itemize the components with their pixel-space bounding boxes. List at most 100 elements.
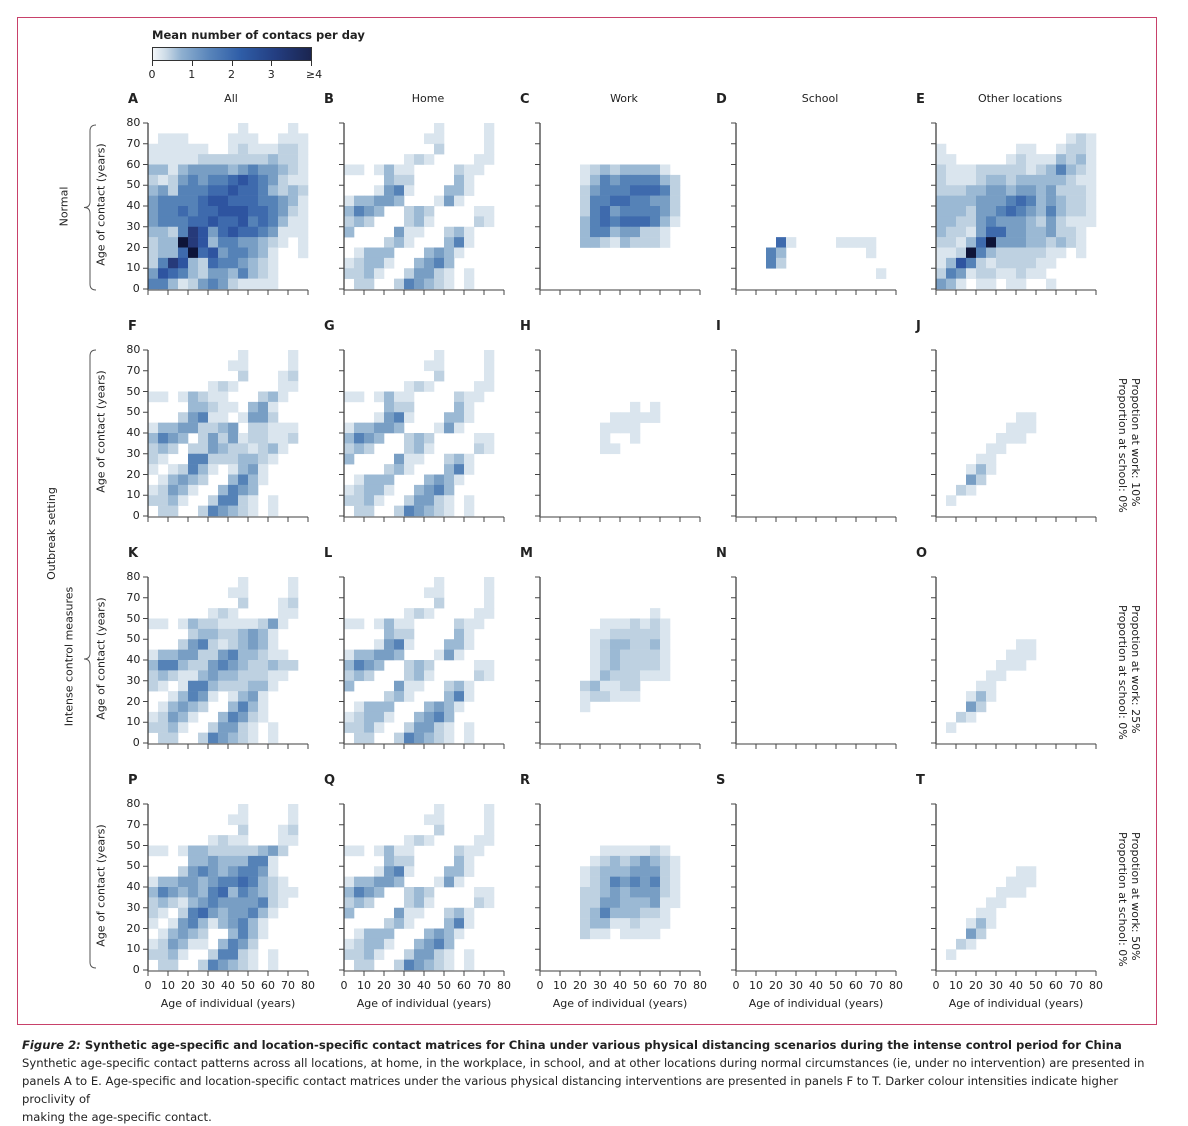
heatmap-cell <box>208 959 219 971</box>
heatmap-cell <box>374 887 385 898</box>
heatmap-cell <box>600 897 611 909</box>
heatmap-cell <box>248 959 259 971</box>
heatmap-cell <box>590 237 601 248</box>
heatmap-cell <box>168 164 179 176</box>
heatmap-cell <box>404 949 415 960</box>
heatmap-cell <box>660 855 671 867</box>
heatmap-cell <box>268 443 279 455</box>
heatmap-cell <box>1076 154 1087 165</box>
column-title: Work <box>610 92 638 105</box>
colorbar-tick-label: 1 <box>188 68 196 81</box>
heatmap-cell <box>268 174 279 186</box>
heatmap-cell <box>434 143 445 155</box>
heatmap-cell <box>148 907 159 919</box>
heatmap-cell <box>580 164 591 176</box>
heatmap-cell <box>600 876 611 888</box>
heatmap-cell <box>268 907 279 919</box>
heatmap-cell <box>394 195 405 207</box>
heatmap-cell <box>640 226 651 238</box>
heatmap-cell <box>846 237 857 248</box>
heatmap-cell <box>238 370 249 382</box>
heatmap-cell <box>434 505 445 517</box>
heatmap-cell <box>660 897 671 909</box>
heatmap-cell <box>158 164 169 176</box>
heatmap-cell <box>198 412 209 423</box>
heatmap-cell <box>946 164 957 176</box>
panel-letter: P <box>128 773 138 788</box>
heatmap-cell <box>600 237 611 248</box>
x-tick-label: 50 <box>437 979 451 992</box>
heatmap-cell <box>218 154 229 165</box>
heatmap-cell <box>384 876 395 888</box>
heatmap-cell <box>590 628 601 640</box>
heatmap-cell <box>148 206 159 217</box>
heatmap-cell <box>1016 268 1027 279</box>
heatmap-cell <box>298 216 309 228</box>
panel-letter: K <box>128 546 139 561</box>
heatmap-cell <box>158 433 169 444</box>
heatmap-cell <box>248 484 259 496</box>
heatmap-cell <box>198 237 209 248</box>
heatmap-cell <box>1006 226 1017 238</box>
heatmap-cell <box>1036 237 1047 248</box>
heatmap-cell <box>1026 237 1037 248</box>
heatmap-cell <box>218 185 229 196</box>
heatmap-cell <box>590 887 601 898</box>
heatmap-cell <box>158 133 169 145</box>
heatmap-cell <box>374 474 385 486</box>
heatmap-cell <box>444 959 455 971</box>
heatmap-cell <box>776 247 787 259</box>
heatmap-cell <box>956 195 967 207</box>
heatmap-cell <box>444 185 455 196</box>
heatmap-cell <box>288 164 299 176</box>
heatmap-cell <box>394 278 405 290</box>
heatmap-cell <box>344 206 355 217</box>
heatmap-cell <box>620 928 631 940</box>
heatmap-cell <box>434 133 445 145</box>
heatmap-cell <box>650 660 661 671</box>
heatmap-cell <box>268 680 279 692</box>
heatmap-cell <box>630 185 641 196</box>
heatmap-cell <box>228 938 239 950</box>
heatmap-cell <box>238 814 249 826</box>
heatmap-cell <box>238 845 249 857</box>
heatmap-cell <box>484 143 495 155</box>
heatmap-cell <box>148 722 159 733</box>
heatmap-cell <box>344 195 355 207</box>
heatmap-cell <box>424 381 435 392</box>
heatmap-cell <box>1046 237 1057 248</box>
heatmap-cell <box>1046 206 1057 217</box>
heatmap-cell <box>188 412 199 423</box>
heatmap-cell <box>248 907 259 919</box>
heatmap-cell <box>208 206 219 217</box>
heatmap-cell <box>1076 174 1087 186</box>
heatmap-cell <box>630 639 641 650</box>
heatmap-cell <box>198 907 209 919</box>
heatmap-cell <box>168 464 179 475</box>
heatmap-cell <box>650 855 661 867</box>
heatmap-cell <box>248 164 259 176</box>
heatmap-cell <box>238 587 249 599</box>
heatmap-cell <box>610 618 621 630</box>
heatmap-cell <box>188 185 199 196</box>
heatmap-cell <box>288 577 299 588</box>
heatmap-cell <box>404 412 415 423</box>
heatmap-cell <box>976 701 987 713</box>
heatmap-cell <box>374 701 385 713</box>
heatmap-cell <box>218 381 229 392</box>
heatmap-cell <box>600 649 611 661</box>
heatmap-cell <box>976 237 987 248</box>
heatmap-cell <box>238 938 249 950</box>
heatmap-cell <box>454 453 465 465</box>
heatmap-cell <box>474 660 485 671</box>
heatmap-cell <box>444 701 455 713</box>
heatmap-cell <box>600 918 611 929</box>
panel-letter: G <box>324 319 335 334</box>
heatmap-cell <box>1026 164 1037 176</box>
heatmap-cell <box>966 206 977 217</box>
heatmap-cell <box>966 928 977 940</box>
heatmap-cell <box>208 897 219 909</box>
heatmap-cell <box>248 133 259 145</box>
heatmap-cell <box>394 237 405 248</box>
heatmap-cell <box>394 855 405 867</box>
